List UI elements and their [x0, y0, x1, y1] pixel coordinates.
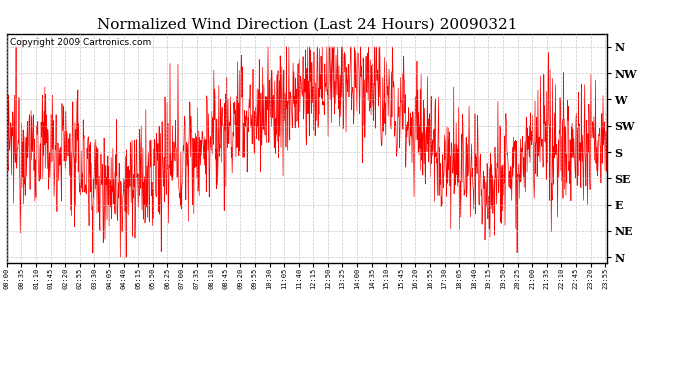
Title: Normalized Wind Direction (Last 24 Hours) 20090321: Normalized Wind Direction (Last 24 Hours…: [97, 17, 518, 31]
Text: Copyright 2009 Cartronics.com: Copyright 2009 Cartronics.com: [10, 38, 151, 47]
